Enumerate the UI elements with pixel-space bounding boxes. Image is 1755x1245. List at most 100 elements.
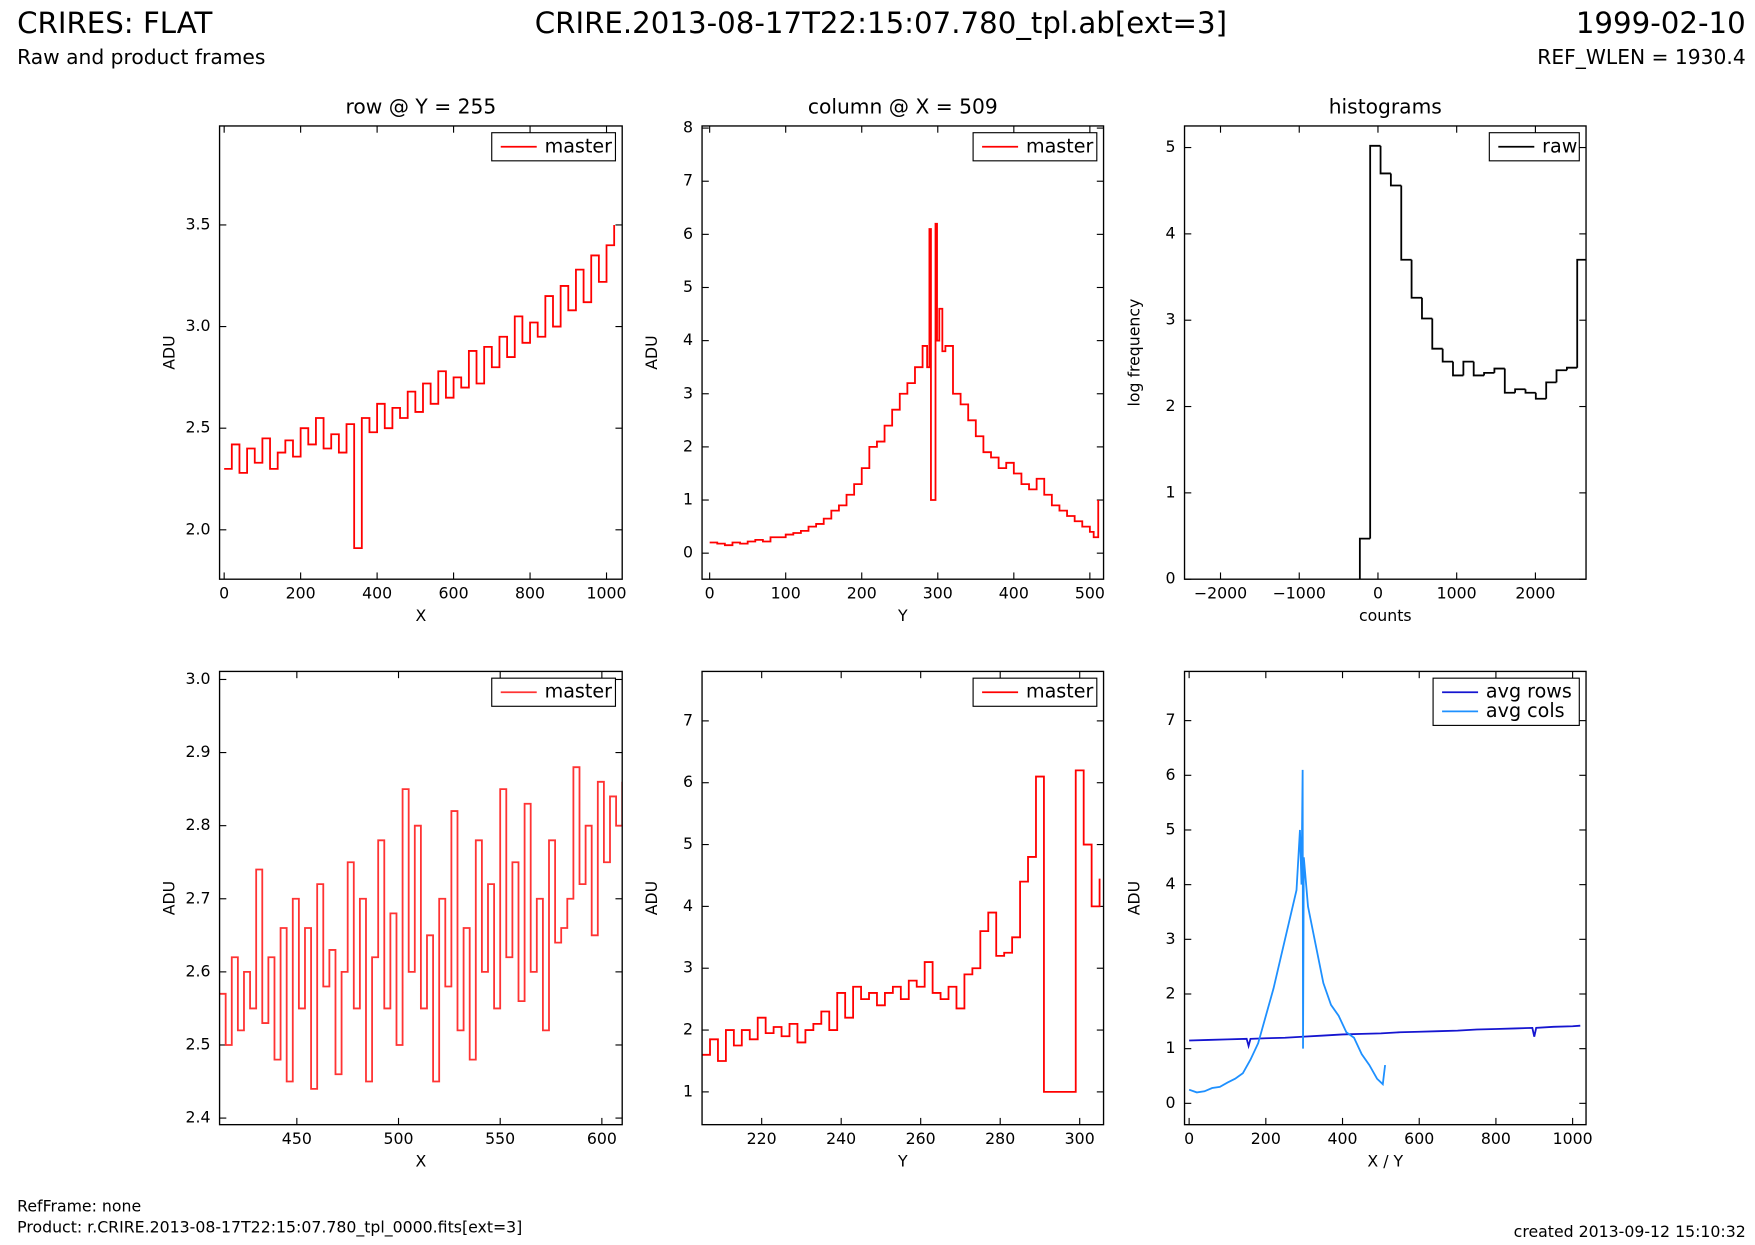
y-tick-label: 1 bbox=[1166, 1038, 1176, 1057]
y-tick-label: 3.0 bbox=[186, 669, 211, 688]
x-tick-label: 500 bbox=[383, 1129, 413, 1148]
panel: X ADU 450 500 550 600 2.4 2.5 2.6 2.7 2.8 2.9 3.0 mas… bbox=[160, 669, 623, 1170]
product: Product: r.CRIRE.2013-08-17T22:15:07.780… bbox=[17, 1218, 522, 1238]
y-tick-label: 2.8 bbox=[186, 815, 211, 834]
legend-label: master bbox=[1026, 134, 1094, 157]
y-tick-label: 2.5 bbox=[186, 1034, 211, 1053]
file-name: CRIRE.2013-08-17T22:15:07.780_tpl.ab[ext… bbox=[535, 6, 1227, 40]
date: 1999-02-10 bbox=[1576, 6, 1746, 40]
x-tick-label: 200 bbox=[286, 583, 316, 602]
x-tick-label: 280 bbox=[985, 1129, 1015, 1148]
legend-label: master bbox=[1026, 680, 1094, 703]
histogram-bin bbox=[1524, 389, 1536, 394]
x-tick-label: 400 bbox=[362, 583, 392, 602]
y-tick-label: 2.4 bbox=[186, 1108, 211, 1127]
x-tick-label: 800 bbox=[515, 583, 545, 602]
panel: row @ Y = 255 X ADU 0 200 400 600 800 1000 2.0 2.5… bbox=[160, 94, 627, 624]
axes-frame bbox=[701, 670, 1105, 1126]
histogram-bin bbox=[1431, 318, 1443, 350]
y-tick-label: 0 bbox=[683, 543, 693, 562]
y-tick-label: 2.6 bbox=[186, 961, 211, 980]
x-axis-label: Y bbox=[897, 606, 908, 625]
y-tick-label: 0 bbox=[1166, 569, 1176, 588]
created: created 2013-09-12 15:10:32 bbox=[1514, 1222, 1746, 1241]
data-line bbox=[1188, 769, 1386, 1094]
histogram-bin bbox=[1576, 258, 1587, 368]
x-tick-label: 550 bbox=[485, 1129, 515, 1148]
plot-area bbox=[709, 222, 1100, 547]
histogram-bin bbox=[1369, 144, 1381, 539]
x-tick-label: 260 bbox=[906, 1129, 936, 1148]
y-tick-label: 3 bbox=[1166, 929, 1176, 948]
y-tick-label: 7 bbox=[1166, 710, 1176, 729]
plot-area bbox=[219, 766, 623, 1090]
y-axis-label: ADU bbox=[642, 335, 661, 369]
y-tick-label: 4 bbox=[1166, 223, 1176, 242]
y-tick-label: 2 bbox=[1166, 396, 1176, 415]
y-tick-label: 2 bbox=[1166, 983, 1176, 1002]
x-tick-label: 200 bbox=[1251, 1129, 1281, 1148]
y-tick-label: 4 bbox=[683, 330, 693, 349]
y-tick-label: 4 bbox=[683, 896, 693, 915]
histogram-bin bbox=[1379, 145, 1391, 175]
plot-area bbox=[224, 224, 616, 550]
subtitle: Raw and product frames bbox=[17, 45, 265, 69]
panel-title: histograms bbox=[1329, 94, 1442, 118]
legend-label: avg cols bbox=[1486, 699, 1565, 722]
x-tick-label: 1000 bbox=[1437, 583, 1477, 602]
y-tick-label: 5 bbox=[1166, 137, 1176, 156]
x-tick-label: 300 bbox=[1065, 1129, 1095, 1148]
histogram-bin bbox=[1534, 392, 1547, 400]
x-tick-label: 1000 bbox=[587, 583, 627, 602]
x-tick-label: 600 bbox=[587, 1129, 617, 1148]
histogram-bin bbox=[1441, 348, 1453, 363]
y-tick-label: 3 bbox=[1166, 310, 1176, 329]
y-tick-label: 6 bbox=[683, 224, 693, 243]
legend-label: master bbox=[545, 680, 613, 703]
panel-title: column @ X = 509 bbox=[808, 94, 998, 118]
x-tick-label: 0 bbox=[219, 583, 229, 602]
x-tick-label: 450 bbox=[282, 1129, 312, 1148]
histogram-bin bbox=[1566, 366, 1578, 371]
y-tick-label: 2 bbox=[683, 436, 693, 455]
y-tick-label: 5 bbox=[1166, 819, 1176, 838]
histogram-bin bbox=[1400, 185, 1412, 261]
histogram-bin bbox=[1452, 361, 1464, 377]
y-tick-label: 4 bbox=[1166, 874, 1176, 893]
legend-box bbox=[1432, 677, 1580, 726]
x-tick-label: 300 bbox=[923, 583, 953, 602]
plot-area bbox=[1358, 144, 1587, 580]
histogram-bin bbox=[1389, 173, 1402, 187]
y-tick-label: 2.7 bbox=[186, 888, 211, 907]
x-tick-label: 500 bbox=[1075, 583, 1105, 602]
y-tick-label: 2.5 bbox=[186, 418, 211, 437]
y-tick-label: 5 bbox=[683, 834, 693, 853]
x-tick-label: 2000 bbox=[1515, 583, 1555, 602]
y-tick-label: 6 bbox=[1166, 765, 1176, 784]
x-tick-label: 240 bbox=[826, 1129, 856, 1148]
y-tick-label: 8 bbox=[683, 118, 693, 137]
y-tick-label: 3.0 bbox=[186, 316, 211, 335]
refframe: RefFrame: none bbox=[17, 1196, 141, 1215]
panel: Y ADU 220 240 260 280 300 1 2 3 4 5 6 7 master bbox=[642, 670, 1105, 1170]
x-tick-label: 200 bbox=[847, 583, 877, 602]
x-tick-label: 0 bbox=[1184, 1129, 1194, 1148]
x-tick-label: −2000 bbox=[1194, 583, 1247, 602]
x-tick-label: 400 bbox=[999, 583, 1029, 602]
data-line bbox=[702, 769, 1101, 1093]
x-axis-label: Y bbox=[897, 1151, 908, 1170]
x-tick-label: 600 bbox=[439, 583, 469, 602]
histogram-bin bbox=[1514, 388, 1526, 393]
panel: column @ X = 509 Y ADU 0 100 200 300 400 500 0 1 2 3… bbox=[642, 94, 1105, 624]
x-axis-label: X / Y bbox=[1367, 1151, 1403, 1170]
x-tick-label: 220 bbox=[747, 1129, 777, 1148]
data-line bbox=[224, 224, 616, 550]
data-line bbox=[1189, 1024, 1581, 1050]
x-axis-label: X bbox=[415, 606, 426, 625]
data-line bbox=[709, 222, 1100, 547]
histogram-bin bbox=[1555, 369, 1567, 383]
x-tick-label: 0 bbox=[705, 583, 715, 602]
x-tick-label: 100 bbox=[771, 583, 801, 602]
